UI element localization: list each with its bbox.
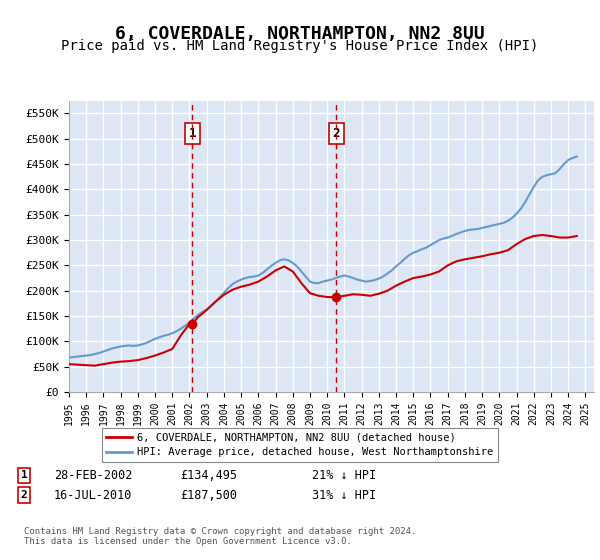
Text: 2: 2 (333, 127, 340, 140)
Text: 6, COVERDALE, NORTHAMPTON, NN2 8UU: 6, COVERDALE, NORTHAMPTON, NN2 8UU (115, 25, 485, 43)
Text: Price paid vs. HM Land Registry's House Price Index (HPI): Price paid vs. HM Land Registry's House … (61, 39, 539, 53)
Text: 31% ↓ HPI: 31% ↓ HPI (312, 488, 376, 502)
Text: Contains HM Land Registry data © Crown copyright and database right 2024.
This d: Contains HM Land Registry data © Crown c… (24, 526, 416, 546)
Text: 16-JUL-2010: 16-JUL-2010 (54, 488, 133, 502)
Text: 21% ↓ HPI: 21% ↓ HPI (312, 469, 376, 482)
Text: 28-FEB-2002: 28-FEB-2002 (54, 469, 133, 482)
Text: 1: 1 (188, 127, 196, 140)
Text: £134,495: £134,495 (180, 469, 237, 482)
Legend: 6, COVERDALE, NORTHAMPTON, NN2 8UU (detached house), HPI: Average price, detache: 6, COVERDALE, NORTHAMPTON, NN2 8UU (deta… (102, 428, 498, 461)
Text: 2: 2 (20, 490, 28, 500)
Text: £187,500: £187,500 (180, 488, 237, 502)
Text: 1: 1 (20, 470, 28, 480)
